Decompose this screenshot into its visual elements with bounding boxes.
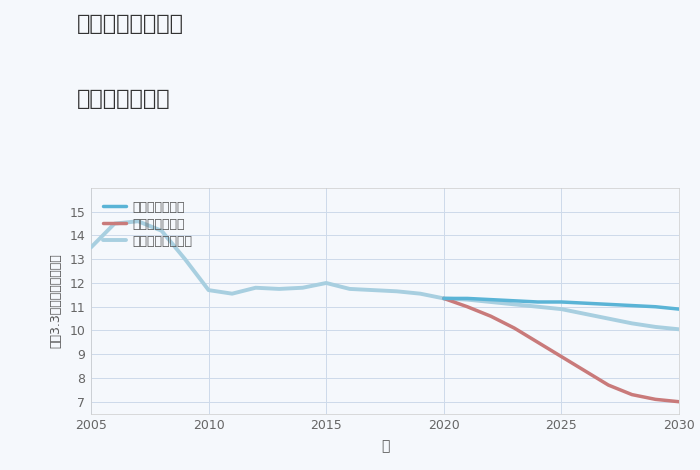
Text: 岐阜県関市戸田の: 岐阜県関市戸田の: [77, 14, 184, 34]
バッドシナリオ: [463, 304, 472, 310]
Line: ノーマルシナリオ: ノーマルシナリオ: [444, 298, 679, 329]
バッドシナリオ: [557, 354, 566, 360]
X-axis label: 年: 年: [381, 439, 389, 453]
ノーマルシナリオ: [604, 316, 612, 321]
グッドシナリオ: [557, 299, 566, 305]
バッドシナリオ: [440, 296, 448, 301]
ノーマルシナリオ: [557, 306, 566, 312]
ノーマルシナリオ: [463, 297, 472, 302]
グッドシナリオ: [604, 302, 612, 307]
グッドシナリオ: [628, 303, 636, 308]
バッドシナリオ: [533, 339, 542, 345]
バッドシナリオ: [510, 325, 519, 331]
ノーマルシナリオ: [628, 321, 636, 326]
ノーマルシナリオ: [581, 311, 589, 317]
ノーマルシナリオ: [651, 324, 659, 330]
ノーマルシナリオ: [675, 327, 683, 332]
Legend: グッドシナリオ, バッドシナリオ, ノーマルシナリオ: グッドシナリオ, バッドシナリオ, ノーマルシナリオ: [103, 201, 192, 248]
バッドシナリオ: [604, 382, 612, 388]
Line: グッドシナリオ: グッドシナリオ: [444, 298, 679, 309]
Line: バッドシナリオ: バッドシナリオ: [444, 298, 679, 402]
ノーマルシナリオ: [510, 302, 519, 307]
Y-axis label: 坪（3.3㎡）単価（万円）: 坪（3.3㎡）単価（万円）: [50, 253, 62, 348]
バッドシナリオ: [651, 397, 659, 402]
グッドシナリオ: [463, 296, 472, 301]
バッドシナリオ: [675, 399, 683, 405]
ノーマルシナリオ: [486, 299, 495, 305]
バッドシナリオ: [486, 313, 495, 319]
グッドシナリオ: [675, 306, 683, 312]
バッドシナリオ: [581, 368, 589, 374]
グッドシナリオ: [533, 299, 542, 305]
ノーマルシナリオ: [533, 304, 542, 310]
グッドシナリオ: [486, 297, 495, 302]
グッドシナリオ: [510, 298, 519, 304]
グッドシナリオ: [651, 304, 659, 310]
バッドシナリオ: [628, 392, 636, 398]
ノーマルシナリオ: [440, 296, 448, 301]
Text: 土地の価格推移: 土地の価格推移: [77, 89, 171, 110]
グッドシナリオ: [581, 300, 589, 306]
グッドシナリオ: [440, 296, 448, 301]
